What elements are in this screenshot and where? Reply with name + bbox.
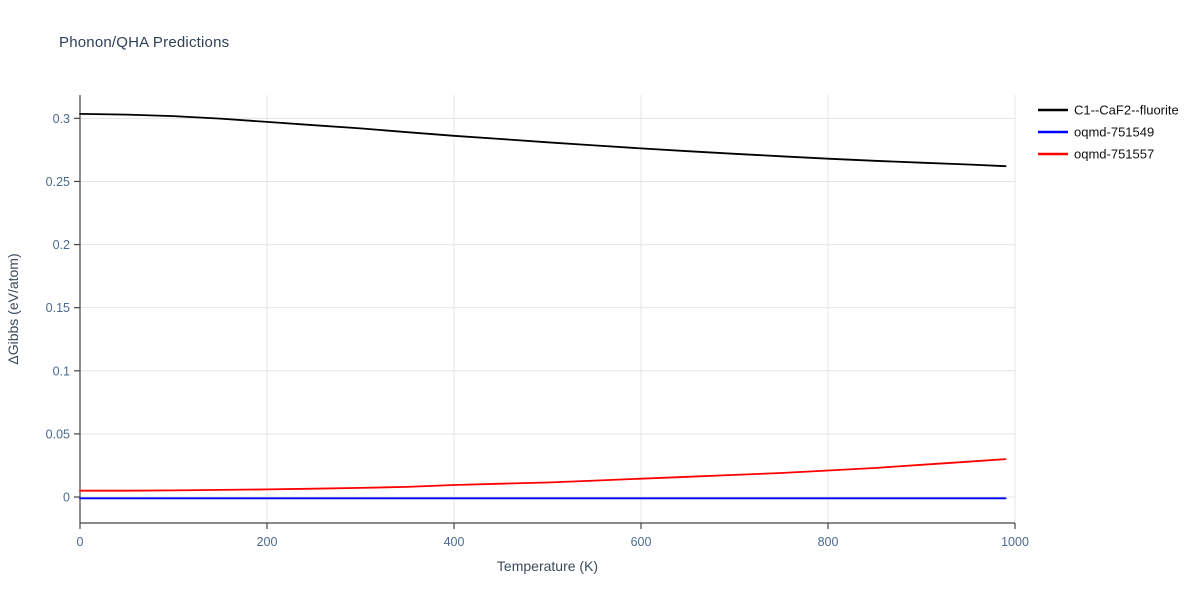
x-tick-label: 600 [631,535,652,549]
y-tick-label: 0.15 [46,301,70,315]
x-tick-label: 200 [257,535,278,549]
chart-title: Phonon/QHA Predictions [59,34,230,51]
legend-label: oqmd-751549 [1074,125,1154,140]
y-tick-label: 0.3 [53,112,70,126]
y-tick-label: 0.05 [46,427,70,441]
y-tick-label: 0.25 [46,175,70,189]
y-axis-label: ΔGibbs (eV/atom) [5,253,21,364]
y-tick-label: 0.2 [53,238,70,252]
x-axis-label: Temperature (K) [497,558,598,574]
x-tick-label: 400 [444,535,465,549]
series-line-oqmd-751557 [79,458,1007,492]
x-tick-label: 1000 [1001,535,1029,549]
y-tick-label: 0 [63,490,70,504]
series-line-c1-caf2-fluorite [79,113,1007,168]
y-tick-label: 0.1 [53,364,70,378]
legend-label: oqmd-751557 [1074,147,1154,162]
x-tick-label: 0 [77,535,84,549]
x-tick-label: 800 [818,535,839,549]
legend-label: C1--CaF2--fluorite [1074,103,1179,118]
